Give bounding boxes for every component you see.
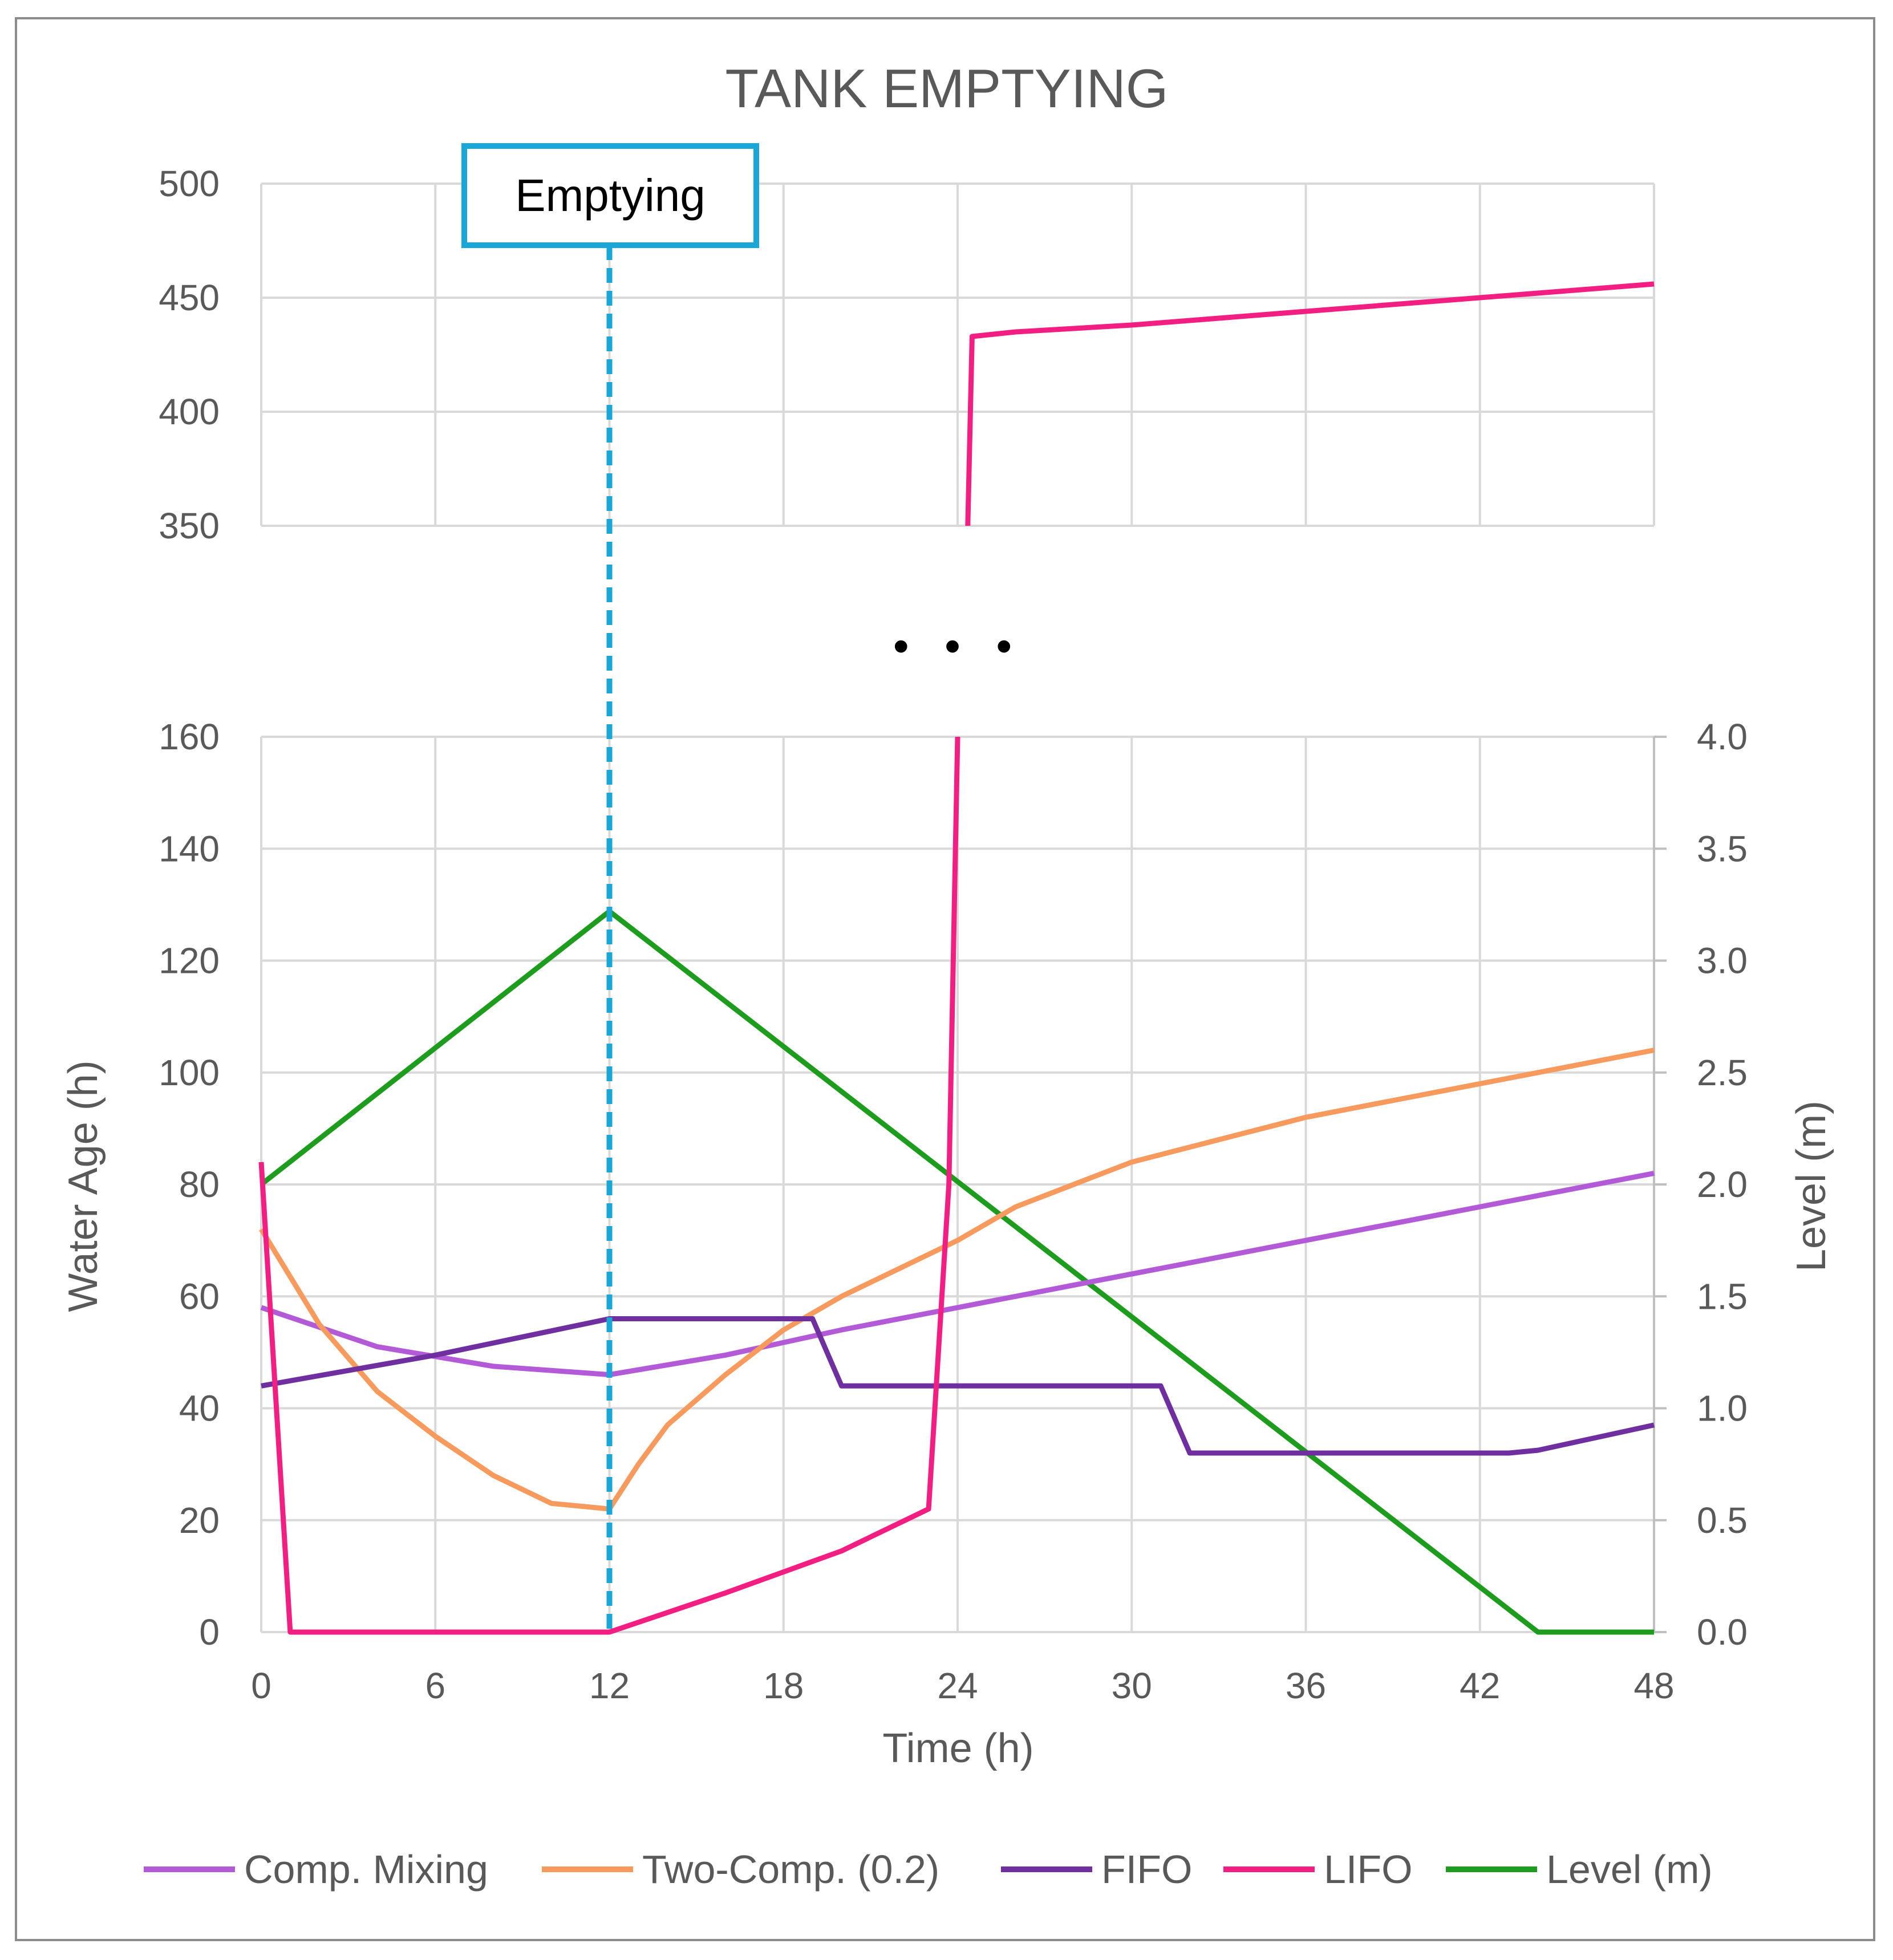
- y2-tick-label: 3.5: [1697, 828, 1748, 869]
- lower-y-tick-label: 80: [179, 1164, 220, 1205]
- right-axis-line: [1653, 736, 1667, 1633]
- lower-y-tick-label: 40: [179, 1388, 220, 1429]
- x-tick-label: 12: [589, 1665, 630, 1706]
- y2-tick-label: 2.5: [1697, 1052, 1748, 1093]
- upper-y-tick-label: 450: [159, 277, 220, 318]
- emptying-annotation: Emptying: [461, 143, 759, 1632]
- legend-label-comp-mixing: Comp. Mixing: [244, 1847, 488, 1892]
- lower-y-tick-label: 140: [159, 828, 220, 869]
- legend-label-level-m: Level (m): [1546, 1847, 1713, 1892]
- x-axis-title: Time (h): [882, 1726, 1033, 1771]
- y2-tick-label: 3.0: [1697, 940, 1748, 981]
- legend: Comp. Mixing Two-Comp. (0.2) FIFO LIFO Level…: [144, 1847, 1713, 1892]
- lower-y-tick-label: 20: [179, 1500, 220, 1541]
- legend-label-fifo: FIFO: [1101, 1847, 1192, 1892]
- chart-frame: [15, 17, 1875, 1941]
- y2-tick-label: 2.0: [1697, 1164, 1748, 1205]
- lower-y-tick-label: 100: [159, 1052, 220, 1093]
- lower-y-tick-label: 120: [159, 940, 220, 981]
- series-line-lifo-upper: [965, 281, 1655, 526]
- x-tick-label: 30: [1112, 1665, 1152, 1706]
- y2-tick-label: 4.0: [1697, 716, 1748, 757]
- y2-tick-label: 1.5: [1697, 1276, 1748, 1317]
- series-line-level-m: [260, 908, 1654, 1635]
- y-axis-title: Water Age (h): [60, 1060, 106, 1312]
- tick-labels: 350 400 450 500 0 20 40 60 80 100 120 140 160 0 6 12 18 2…: [159, 163, 1748, 1706]
- upper-y-tick-label: 400: [159, 391, 220, 432]
- y2-axis-title: Level (m): [1789, 1101, 1834, 1272]
- chart-title: TANK EMPTYING: [725, 58, 1169, 119]
- y2-tick-label: 1.0: [1697, 1388, 1748, 1429]
- y2-tick-label: 0.5: [1697, 1500, 1748, 1541]
- lower-y-tick-label: 160: [159, 716, 220, 757]
- series-line-comp-mixing: [260, 1170, 1655, 1378]
- x-tick-label: 18: [763, 1665, 804, 1706]
- lower-y-tick-label: 0: [199, 1612, 220, 1653]
- x-tick-label: 6: [425, 1665, 445, 1706]
- upper-y-tick-label: 500: [159, 163, 220, 204]
- series-line-lifo: [258, 737, 960, 1635]
- lower-y-tick-label: 60: [179, 1276, 220, 1317]
- emptying-label-box: [461, 143, 759, 248]
- legend-label-lifo: LIFO: [1324, 1847, 1413, 1892]
- x-tick-label: 36: [1286, 1665, 1326, 1706]
- emptying-label: Emptying: [515, 170, 705, 221]
- x-tick-label: 42: [1460, 1665, 1500, 1706]
- x-tick-label: 48: [1633, 1665, 1674, 1706]
- series-line-two-comp-0-2: [259, 1048, 1655, 1512]
- axis-break-ellipsis: • • •: [893, 620, 1023, 671]
- y2-tick-label: 0.0: [1697, 1612, 1748, 1653]
- series-line-fifo: [261, 1316, 1655, 1456]
- x-tick-label: 24: [937, 1665, 978, 1706]
- series-layer: [258, 281, 1655, 1635]
- upper-y-tick-label: 350: [159, 505, 220, 546]
- legend-label-two-comp-0-2: Two-Comp. (0.2): [642, 1847, 939, 1892]
- x-tick-label: 0: [251, 1665, 271, 1706]
